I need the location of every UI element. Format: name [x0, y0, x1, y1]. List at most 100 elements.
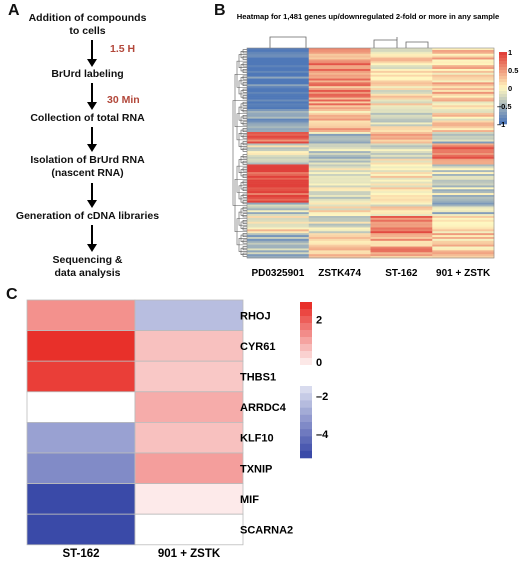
heatmap-b-cell [308, 86, 371, 89]
heatmap-b-cell [308, 181, 371, 184]
heatmap-b-cell [247, 240, 310, 244]
heatmap-b-cell [370, 86, 433, 89]
heatmap-b-cell [370, 189, 433, 192]
heatmap-b-cell [432, 174, 495, 177]
heatmap-b-cell [308, 101, 371, 104]
heatmap-b-cell [432, 229, 495, 232]
heatmap-b-cell [432, 91, 495, 95]
heatmap-b-cell [370, 82, 433, 85]
heatmap-b-cell [308, 57, 371, 60]
heatmap-b-cell [308, 48, 371, 51]
dendrogram-branch [240, 50, 247, 59]
heatmap-b-cell [247, 162, 310, 165]
heatmap-b-cell [247, 235, 310, 238]
workflow-diagram: Addition of compounds to cells BrUrd lab… [0, 0, 175, 290]
dendrogram-branch [242, 233, 247, 237]
heatmap-b-cell [247, 145, 310, 148]
heatmap-b-cell [370, 158, 433, 161]
heatmap-b-cell [370, 63, 433, 66]
heatmap-b-cell [308, 227, 371, 230]
heatmap-b-cell [432, 191, 495, 194]
heatmap-b-cell [247, 225, 310, 228]
heatmap-b-cell [247, 124, 310, 127]
dendrogram-branch [238, 80, 247, 95]
heatmap-b-cell [432, 53, 495, 56]
colorbar-c-neg-segment [300, 400, 312, 408]
heatmap-b-cell [370, 147, 433, 150]
colorbar-c-pos-segment [300, 337, 312, 345]
heatmap-b-cell [247, 189, 310, 192]
heatmap-b-cell [247, 107, 310, 110]
heatmap-b-cell [308, 84, 371, 87]
heatmap-b-cell [432, 61, 495, 64]
heatmap-b-cell [432, 107, 495, 110]
heatmap-b-cell [247, 156, 310, 160]
heatmap-b-cell [247, 147, 310, 150]
heatmap-c-cell [26, 360, 136, 393]
heatmap-b-cell [432, 103, 495, 106]
heatmap-b-cell [308, 175, 371, 179]
heatmap-b-cell [432, 156, 495, 160]
dendrogram-branch [242, 75, 247, 80]
heatmap-b-cell [247, 88, 310, 91]
heatmap-b-cell [308, 256, 371, 259]
workflow-step-4: Isolation of BrUrd RNA (nascent RNA) [0, 154, 175, 180]
heatmap-b-cell [370, 55, 433, 58]
heatmap-b-cell [432, 202, 495, 205]
colorbar-c-pos-segment [300, 302, 312, 310]
heatmap-c-cell [134, 360, 244, 393]
heatmap-b-cell [247, 135, 310, 139]
heatmap-b-cell [370, 114, 433, 118]
colorbar-b-segment [499, 109, 507, 113]
heatmap-b-cell [432, 206, 495, 209]
heatmap-c-cells [26, 299, 244, 546]
colorbar-c-neg-segment [300, 414, 312, 423]
heatmap-b-cell [370, 231, 433, 234]
heatmap-b-cell [370, 187, 433, 190]
heatmap-b-cell [247, 214, 310, 217]
heatmap-b-title: Heatmap for 1,481 genes up/downregulated… [237, 12, 499, 21]
heatmap-b-cell [432, 196, 495, 200]
heatmap-b-cell [370, 240, 433, 244]
heatmap-b-cell [308, 133, 371, 137]
heatmap-b-cell [432, 193, 495, 196]
heatmap-b-cell [432, 105, 495, 108]
dendrogram-branch [242, 187, 247, 192]
colorbar-c-pos-segment [300, 323, 312, 331]
heatmap-b-cell [308, 221, 371, 224]
heatmap-b-cell [308, 132, 371, 135]
gene-label: SCARNA2 [240, 525, 293, 537]
colorbar-b-segment [499, 121, 507, 125]
heatmap-b-cell [247, 242, 310, 245]
workflow-step-3-line-1: Collection of total RNA [30, 112, 145, 124]
heatmap-b-cell [432, 67, 495, 70]
heatmap-b-cell [247, 118, 310, 121]
heatmap-b-cell [370, 49, 433, 53]
heatmap-b-cell [432, 90, 495, 93]
heatmap-b-cell [308, 189, 371, 192]
heatmap-b-cell [308, 235, 371, 238]
heatmap-b-cell [432, 170, 495, 173]
dendrogram-branch [236, 165, 247, 193]
heatmap-b-cell [247, 166, 310, 169]
heatmap-b-cell [432, 166, 495, 169]
heatmap-b-cell [247, 217, 310, 221]
heatmap-b-cell [370, 250, 433, 253]
heatmap-b-cell [247, 208, 310, 211]
heatmap-b-cell [370, 107, 433, 110]
colorbar-c-neg-segment [300, 407, 312, 416]
heatmap-b-cell [308, 246, 371, 249]
heatmap-b-cell [308, 130, 371, 133]
heatmap-b-cell [308, 193, 371, 196]
dendrogram-branch [238, 106, 247, 121]
heatmap-b-cell [308, 55, 371, 58]
heatmap-b-cell [432, 130, 495, 133]
heatmap-b-cell [308, 158, 371, 161]
colorbar-c-neg-segment [300, 393, 312, 401]
heatmap-b-cell [308, 216, 371, 219]
dendrogram-branch [242, 82, 247, 87]
heatmap-b-cell [247, 128, 310, 131]
heatmap-b-cell [370, 174, 433, 177]
heatmap-b-cell [308, 219, 371, 223]
heatmap-b-cell [432, 195, 495, 198]
